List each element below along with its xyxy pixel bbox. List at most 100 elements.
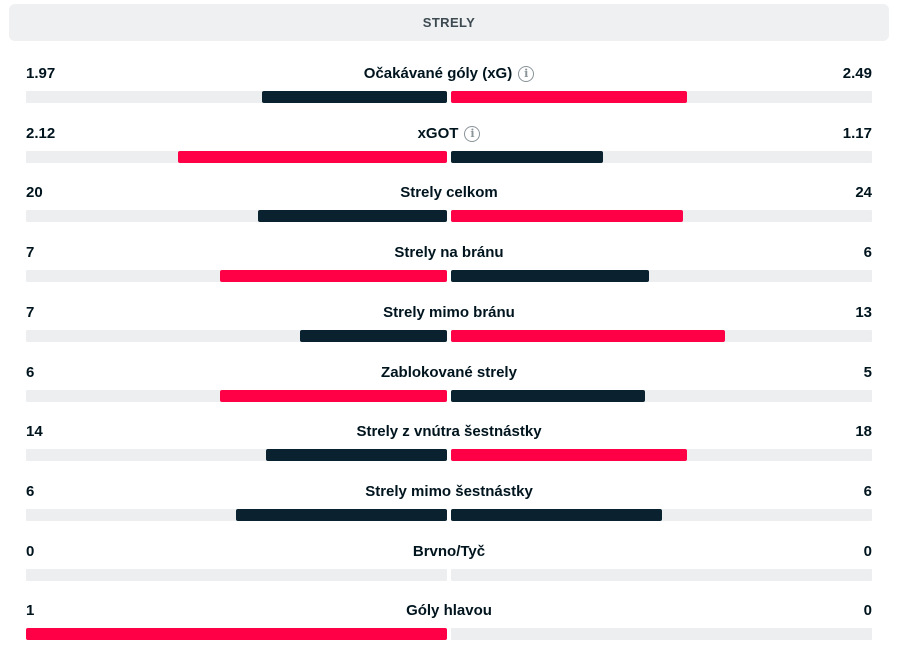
home-bar-fill <box>266 449 447 461</box>
stat-row: 6 Zablokované strely 5 <box>26 362 872 410</box>
home-bar-fill <box>26 628 447 640</box>
home-value: 0 <box>26 543 35 560</box>
home-bar-track <box>26 390 447 402</box>
home-bar-track <box>26 509 447 521</box>
away-value: 0 <box>863 602 872 619</box>
away-bar-track <box>451 569 872 581</box>
home-bar-fill <box>300 330 447 342</box>
home-bar-track <box>26 270 447 282</box>
away-bar-fill <box>451 449 687 461</box>
home-value: 14 <box>26 423 43 440</box>
away-value: 1.17 <box>842 125 872 142</box>
away-bar-track <box>451 151 872 163</box>
stat-title: xGOT i <box>26 125 872 142</box>
away-bar-track <box>451 91 872 103</box>
info-icon[interactable]: i <box>518 65 535 82</box>
home-bar-fill <box>220 390 447 402</box>
away-bar-fill <box>451 210 683 222</box>
stat-values: 0 Brvno/Tyč 0 <box>26 541 872 565</box>
home-bar-track <box>26 569 447 581</box>
stat-label: Strely mimo bránu <box>383 304 515 321</box>
stat-row: 7 Strely na bránu 6 <box>26 242 872 290</box>
away-value: 0 <box>863 543 872 560</box>
stat-label: Očakávané góly (xG) <box>363 65 513 82</box>
home-value: 20 <box>26 184 43 201</box>
away-bar-fill <box>451 390 645 402</box>
stat-title: Strely mimo bránu <box>26 304 872 321</box>
away-bar-track <box>451 330 872 342</box>
away-bar-fill <box>451 151 603 163</box>
stat-row: 20 Strely celkom 24 <box>26 182 872 230</box>
home-bar-track <box>26 151 447 163</box>
home-value: 6 <box>26 364 35 381</box>
home-value: 6 <box>26 483 35 500</box>
away-value: 13 <box>855 304 872 321</box>
home-bar-fill <box>236 509 447 521</box>
stat-title: Strely z vnútra šestnástky <box>26 423 872 440</box>
stat-title: Strely na bránu <box>26 244 872 261</box>
stat-label: Brvno/Tyč <box>412 543 486 560</box>
home-value: 7 <box>26 304 35 321</box>
stat-title: Očakávané góly (xG) i <box>26 65 872 82</box>
stat-label: Strely mimo šestnástky <box>365 483 533 500</box>
away-bar-track <box>451 270 872 282</box>
stat-row: 0 Brvno/Tyč 0 <box>26 541 872 589</box>
home-bar-track <box>26 628 447 640</box>
away-bar-track <box>451 509 872 521</box>
stat-values: 2.12 xGOT i 1.17 <box>26 123 872 147</box>
home-bar-fill <box>258 210 447 222</box>
stat-label: xGOT <box>417 125 459 142</box>
home-value: 2.12 <box>26 125 56 142</box>
home-bar-track <box>26 330 447 342</box>
stat-row: 14 Strely z vnútra šestnástky 18 <box>26 421 872 469</box>
stat-values: 7 Strely na bránu 6 <box>26 242 872 266</box>
stat-title: Brvno/Tyč <box>26 543 872 560</box>
home-value: 7 <box>26 244 35 261</box>
stat-label: Strely z vnútra šestnástky <box>356 423 542 440</box>
away-bar-fill <box>451 91 687 103</box>
stat-title: Strely mimo šestnástky <box>26 483 872 500</box>
stat-values: 1 Góly hlavou 0 <box>26 600 872 624</box>
stat-row: 1 Góly hlavou 0 <box>26 600 872 648</box>
away-bar-fill <box>451 509 662 521</box>
stat-row: 6 Strely mimo šestnástky 6 <box>26 481 872 529</box>
section-title: STRELY <box>422 15 476 30</box>
stat-values: 1.97 Očakávané góly (xG) i 2.49 <box>26 63 872 87</box>
stat-values: 14 Strely z vnútra šestnástky 18 <box>26 421 872 445</box>
home-bar-fill <box>178 151 447 163</box>
stat-values: 7 Strely mimo bránu 13 <box>26 302 872 326</box>
stat-label: Zablokované strely <box>381 364 517 381</box>
away-bar-fill <box>451 270 649 282</box>
away-bar-track <box>451 449 872 461</box>
away-value: 5 <box>863 364 872 381</box>
away-value: 6 <box>863 483 872 500</box>
home-bar-track <box>26 210 447 222</box>
away-bar-track <box>451 628 872 640</box>
home-bar-fill <box>262 91 447 103</box>
away-bar-track <box>451 390 872 402</box>
stat-values: 6 Zablokované strely 5 <box>26 362 872 386</box>
away-bar-track <box>451 210 872 222</box>
away-value: 2.49 <box>842 65 872 82</box>
away-value: 24 <box>855 184 872 201</box>
stat-row: 1.97 Očakávané góly (xG) i 2.49 <box>26 63 872 111</box>
away-bar-fill <box>451 330 725 342</box>
home-bar-track <box>26 449 447 461</box>
stat-row: 7 Strely mimo bránu 13 <box>26 302 872 350</box>
stat-values: 20 Strely celkom 24 <box>26 182 872 206</box>
stat-title: Strely celkom <box>26 184 872 201</box>
home-value: 1.97 <box>26 65 56 82</box>
stat-row: 2.12 xGOT i 1.17 <box>26 123 872 171</box>
home-bar-track <box>26 91 447 103</box>
home-bar-fill <box>220 270 447 282</box>
away-value: 18 <box>855 423 872 440</box>
stat-label: Strely celkom <box>400 184 498 201</box>
stat-title: Zablokované strely <box>26 364 872 381</box>
stat-values: 6 Strely mimo šestnástky 6 <box>26 481 872 505</box>
home-value: 1 <box>26 602 35 619</box>
stat-title: Góly hlavou <box>26 602 872 619</box>
away-value: 6 <box>863 244 872 261</box>
info-icon[interactable]: i <box>464 125 481 142</box>
section-header: STRELY <box>9 4 889 41</box>
stat-label: Strely na bránu <box>394 244 504 261</box>
